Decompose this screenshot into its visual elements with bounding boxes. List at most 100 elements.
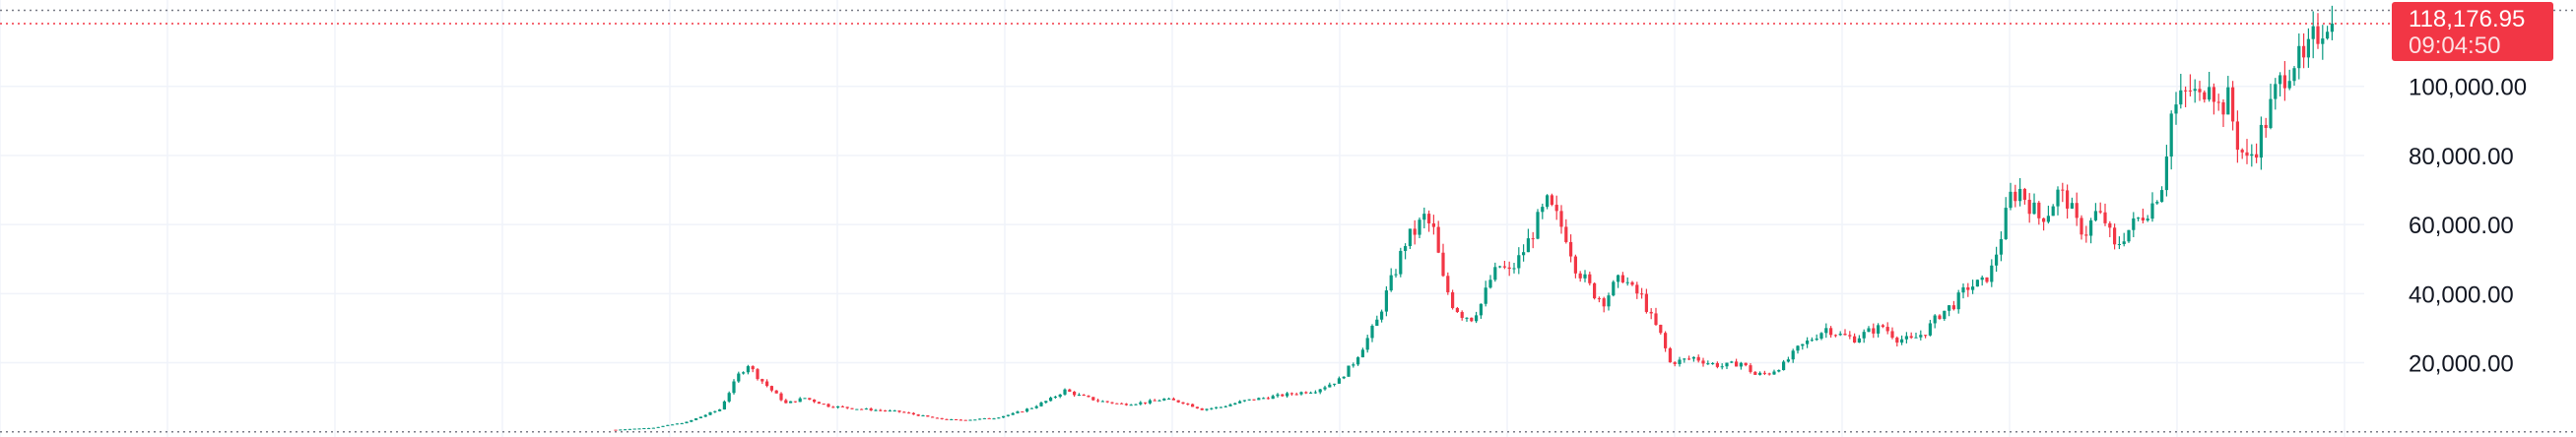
candle-body: [2150, 203, 2154, 219]
candle-body: [1625, 281, 1629, 283]
candle-body: [690, 419, 694, 422]
candle-body: [1612, 281, 1616, 296]
candle-body: [1772, 371, 1776, 375]
candle-body: [1215, 406, 1219, 408]
candle-body: [1347, 365, 1351, 377]
candle-body: [826, 404, 830, 407]
candle-body: [2245, 152, 2249, 156]
candle-body: [1933, 315, 1937, 324]
candle-body: [822, 404, 826, 406]
candle-body: [1975, 280, 1979, 287]
candle-body: [1016, 411, 1020, 413]
candle-body: [703, 414, 707, 417]
candle-body: [713, 410, 717, 412]
price-axis-tick-label: 20,000.00: [2409, 351, 2514, 378]
candle-body: [2037, 202, 2041, 218]
candle-body: [1914, 337, 1918, 339]
candle-body: [1309, 392, 1313, 394]
candle-body: [1475, 315, 1479, 322]
candle-body: [2084, 234, 2088, 236]
candle-body: [1749, 365, 1752, 372]
reference-lines: [0, 9, 2576, 433]
candle-body: [1455, 307, 1459, 313]
candle-body: [651, 427, 655, 429]
candle-body: [2193, 89, 2197, 92]
candle-body: [647, 427, 651, 429]
candle-body: [718, 409, 722, 411]
candle-body: [1838, 334, 1842, 336]
candle-body: [1730, 361, 1734, 363]
candle-body: [1498, 266, 1502, 268]
candle-body: [836, 406, 840, 408]
candle-body: [2311, 26, 2315, 39]
candle-body: [1573, 256, 1577, 274]
candle-body: [1980, 277, 1984, 281]
candle-body: [1848, 335, 1852, 337]
candle-body: [2155, 202, 2159, 204]
candle-body: [793, 401, 797, 403]
candle-body: [997, 417, 1001, 419]
candle-body: [774, 390, 778, 394]
candle-body: [855, 408, 859, 410]
candle-body: [1711, 362, 1715, 364]
candle-body: [1342, 376, 1346, 379]
candle-body: [1928, 323, 1932, 336]
candle-body: [808, 398, 812, 400]
candle-body: [1881, 325, 1884, 328]
candle-body: [1517, 255, 1521, 269]
candle-body: [1389, 275, 1393, 291]
candle-body: [1257, 398, 1261, 401]
candle-body: [831, 406, 835, 408]
candle-body: [1507, 267, 1511, 270]
candle-body: [926, 415, 930, 417]
candle-body: [632, 428, 636, 430]
candle-body: [751, 366, 755, 370]
candle-body: [1488, 280, 1492, 288]
candle-body: [1744, 362, 1748, 366]
candle-body: [1266, 398, 1270, 400]
candle-body: [2042, 218, 2046, 222]
candle-body: [955, 418, 958, 420]
candle-body: [656, 426, 660, 428]
candle-body: [1394, 274, 1398, 276]
candle-body: [2326, 31, 2330, 39]
candle-body: [1900, 339, 1904, 343]
candle-body: [2188, 90, 2192, 92]
candle-body: [2264, 124, 2268, 129]
candle-body: [1058, 394, 1062, 398]
candle-body: [1171, 398, 1175, 401]
candle-body: [1617, 275, 1620, 282]
candle-body: [1815, 338, 1818, 341]
candle-body: [2321, 38, 2325, 44]
candle-body: [864, 408, 868, 410]
candle-body: [1597, 298, 1601, 300]
candle-body: [1110, 402, 1114, 404]
candle-body: [1961, 286, 1965, 293]
price-axis-tick-label: 100,000.00: [2409, 75, 2527, 101]
candle-body: [2208, 87, 2212, 100]
candle-body: [1867, 328, 1871, 333]
candle-body: [1370, 326, 1374, 339]
candle-body: [1701, 360, 1705, 364]
price-axis[interactable]: 20,000.00 40,000.00 60,000.00 80,000.00 100,…: [2409, 75, 2527, 378]
candle-body: [1512, 268, 1516, 270]
candle-body: [2103, 212, 2107, 223]
candle-body: [1924, 335, 1928, 337]
last-price-label: 118,176.95: [2409, 6, 2525, 32]
candle-body: [1053, 397, 1057, 399]
candle-body: [1990, 265, 1994, 282]
candle-body: [973, 419, 977, 421]
candle-body: [1767, 373, 1771, 375]
candle-body: [1025, 408, 1029, 412]
candle-body: [2231, 87, 2235, 122]
candle-body: [760, 379, 764, 382]
candle-body: [1569, 241, 1573, 257]
candle-body: [1791, 350, 1795, 360]
candle-body: [1115, 403, 1119, 405]
price-axis-tick-label: 60,000.00: [2409, 213, 2514, 239]
candle-body: [2089, 219, 2093, 236]
candle-body: [911, 412, 915, 415]
candle-body: [1299, 392, 1303, 395]
